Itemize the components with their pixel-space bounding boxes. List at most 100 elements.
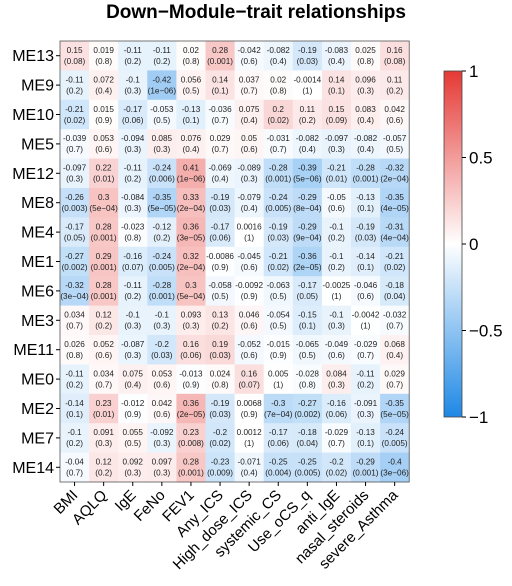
heatmap-cell (89, 423, 119, 453)
heatmap-cell (89, 276, 119, 306)
cell-correlation-label: 0.046 (239, 311, 260, 320)
heatmap-cell (234, 158, 265, 189)
cell-correlation-label: -0.084 (121, 193, 145, 202)
heatmap-cell (147, 41, 177, 71)
cell-correlation-label: 0.019 (93, 46, 114, 55)
heatmap-cell (60, 217, 90, 248)
cell-correlation-label: 0.093 (181, 311, 202, 320)
heatmap-cell (89, 246, 119, 277)
heatmap-cell (147, 70, 177, 101)
cell-correlation-label: 0.11 (300, 105, 316, 114)
heatmap-cell (380, 423, 410, 453)
heatmap-cell (176, 41, 206, 71)
heatmap-cell (89, 41, 119, 71)
heatmap-cell (147, 335, 177, 365)
cell-correlation-label: -0.082 (267, 46, 291, 55)
heatmap-cell (263, 188, 294, 218)
cell-correlation-label: 0.092 (123, 458, 144, 467)
heatmap-cell (205, 158, 235, 189)
heatmap-cell (292, 305, 323, 336)
heatmap-cell (118, 423, 148, 453)
heatmap-cell (351, 423, 381, 453)
cell-correlation-label: -0.097 (325, 134, 349, 143)
heatmap-cell (234, 99, 265, 130)
cell-correlation-label: -0.17 (211, 222, 230, 231)
cell-pvalue-label: (0.02) (209, 439, 231, 448)
cell-pvalue-label: (0.8) (66, 351, 83, 360)
heatmap-cell (263, 70, 294, 101)
cell-pvalue-label: (0.3) (328, 322, 345, 331)
row-label: ME14 (12, 460, 54, 477)
cell-pvalue-label: (0.03) (268, 233, 290, 242)
cell-correlation-label: -0.27 (65, 252, 84, 261)
cell-correlation-label: -0.16 (327, 399, 346, 408)
cell-correlation-label: -0.083 (325, 46, 349, 55)
cell-correlation-label: -0.12 (153, 222, 172, 231)
cell-correlation-label: -0.32 (65, 281, 84, 290)
cell-pvalue-label: (0.9) (183, 380, 200, 389)
heatmap-cell (147, 452, 177, 483)
cell-pvalue-label: (8e−04) (293, 204, 322, 213)
heatmap-cell (60, 158, 90, 189)
cell-correlation-label: 0.055 (123, 428, 144, 437)
cell-pvalue-label: (0.8) (183, 57, 200, 66)
cell-pvalue-label: (0.2) (328, 263, 345, 272)
cell-correlation-label: 0.41 (183, 164, 199, 173)
cell-correlation-label: 0.02 (270, 75, 286, 84)
cell-pvalue-label: (0.9) (270, 351, 287, 360)
cell-pvalue-label: (0.2) (328, 233, 345, 242)
cell-pvalue-label: (5e−05) (380, 410, 409, 419)
cell-pvalue-label: (0.8) (95, 57, 112, 66)
cell-correlation-label: -0.023 (121, 222, 145, 231)
cell-pvalue-label: (3e−05) (177, 233, 206, 242)
cell-correlation-label: 0.0012 (237, 428, 262, 437)
heatmap-cell (205, 41, 235, 71)
heatmap-cell (263, 276, 294, 306)
cell-pvalue-label: (0.5) (386, 145, 403, 154)
cell-pvalue-label: (0.2) (212, 322, 229, 331)
heatmap-cell (380, 246, 410, 277)
cell-pvalue-label: (0.6) (153, 410, 170, 419)
cell-pvalue-label: (0.4) (357, 145, 374, 154)
cell-correlation-label: 0.2 (273, 105, 285, 114)
cell-pvalue-label: (0.3) (153, 145, 170, 154)
cell-correlation-label: 0.026 (64, 340, 85, 349)
cell-pvalue-label: (0.2) (66, 439, 83, 448)
heatmap-cell (89, 393, 119, 424)
heatmap-cell (292, 393, 323, 424)
row-label: ME12 (12, 166, 54, 183)
cell-correlation-label: -0.052 (238, 340, 262, 349)
heatmap-cell (89, 364, 119, 395)
cell-correlation-label: 0.14 (212, 75, 228, 84)
heatmap-cell (176, 188, 206, 218)
cell-pvalue-label: (0.9) (241, 410, 258, 419)
cell-correlation-label: -0.27 (298, 399, 317, 408)
cell-pvalue-label: (1) (331, 292, 341, 301)
heatmap-cell (234, 305, 265, 336)
cell-pvalue-label: (0.02) (326, 469, 348, 478)
cell-correlation-label: -0.2 (155, 340, 170, 349)
heatmap-cell (118, 452, 148, 483)
heatmap-cell (380, 335, 410, 365)
cell-correlation-label: -0.28 (356, 164, 375, 173)
cell-correlation-label: -0.057 (383, 134, 407, 143)
cell-pvalue-label: (0.9) (212, 263, 229, 272)
cell-pvalue-label: (0.005) (265, 204, 291, 213)
cell-correlation-label: -0.2 (329, 458, 344, 467)
cell-correlation-label: 0.32 (183, 252, 199, 261)
cell-pvalue-label: (0.4) (386, 351, 403, 360)
heatmap-cell (205, 99, 235, 130)
cell-pvalue-label: (0.6) (386, 116, 403, 125)
heatmap-cell (118, 364, 148, 395)
heatmap-cell (351, 70, 381, 101)
heatmap-cell (89, 452, 119, 483)
cell-correlation-label: 0.053 (152, 369, 173, 378)
cell-correlation-label: -0.14 (65, 399, 84, 408)
cell-pvalue-label: (0.06) (122, 116, 144, 125)
cell-pvalue-label: (1e−06) (148, 86, 177, 95)
chart-title: Down−Module−trait relationships (106, 2, 406, 23)
cell-correlation-label: -0.089 (238, 164, 262, 173)
cell-correlation-label: -0.046 (354, 281, 378, 290)
cell-correlation-label: -0.1 (67, 428, 82, 437)
colorbar-tick-label: −0.5 (469, 322, 503, 341)
